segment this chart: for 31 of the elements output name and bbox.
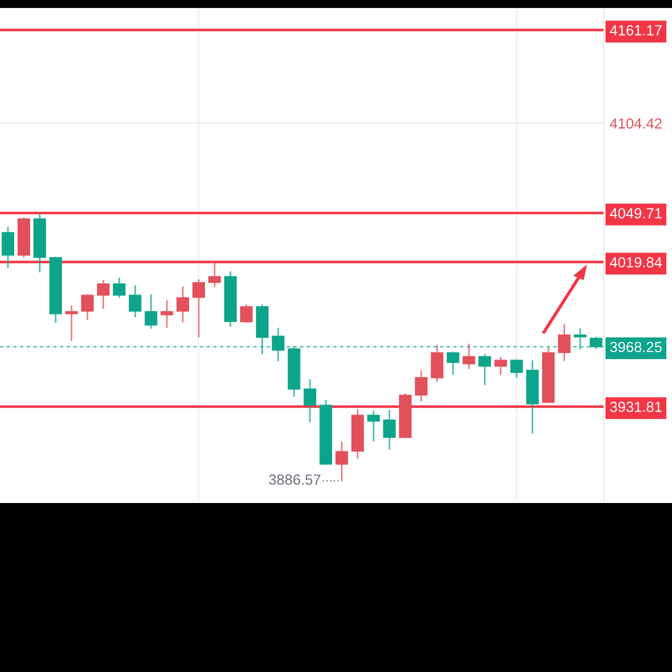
candlestick [558, 323, 571, 362]
candlestick [272, 327, 284, 362]
candlestick [462, 342, 476, 370]
candlestick [112, 276, 126, 299]
annotation: 3886.57 [268, 474, 320, 485]
candlestick [160, 299, 174, 329]
candlestick [478, 353, 492, 386]
candlestick [208, 261, 221, 288]
candlestick [192, 278, 205, 338]
candlestick [367, 410, 380, 442]
candlestick [335, 440, 348, 482]
candlestick [383, 409, 396, 451]
candlestick [240, 304, 253, 324]
candlestick [2, 226, 14, 269]
candlestick [446, 350, 460, 376]
candlestick [81, 294, 94, 321]
candlestick [65, 304, 78, 342]
candlestick [144, 294, 158, 330]
candlestick [128, 284, 142, 318]
y-tick-label: 3931.81 [610, 402, 662, 412]
candlestick [304, 378, 316, 424]
y-tick-label: 4049.71 [610, 208, 662, 218]
candlestick [494, 356, 507, 376]
y-tick-label: 4161.17 [610, 25, 662, 36]
candlestick [414, 370, 428, 402]
candlestick [510, 358, 523, 378]
y-tick-label: 3968.25 [610, 342, 662, 352]
y-tick-label: 4019.84 [610, 257, 662, 268]
candlestick [176, 286, 190, 324]
y-tick-label: 4104.42 [610, 118, 662, 129]
candlestick [97, 279, 110, 310]
